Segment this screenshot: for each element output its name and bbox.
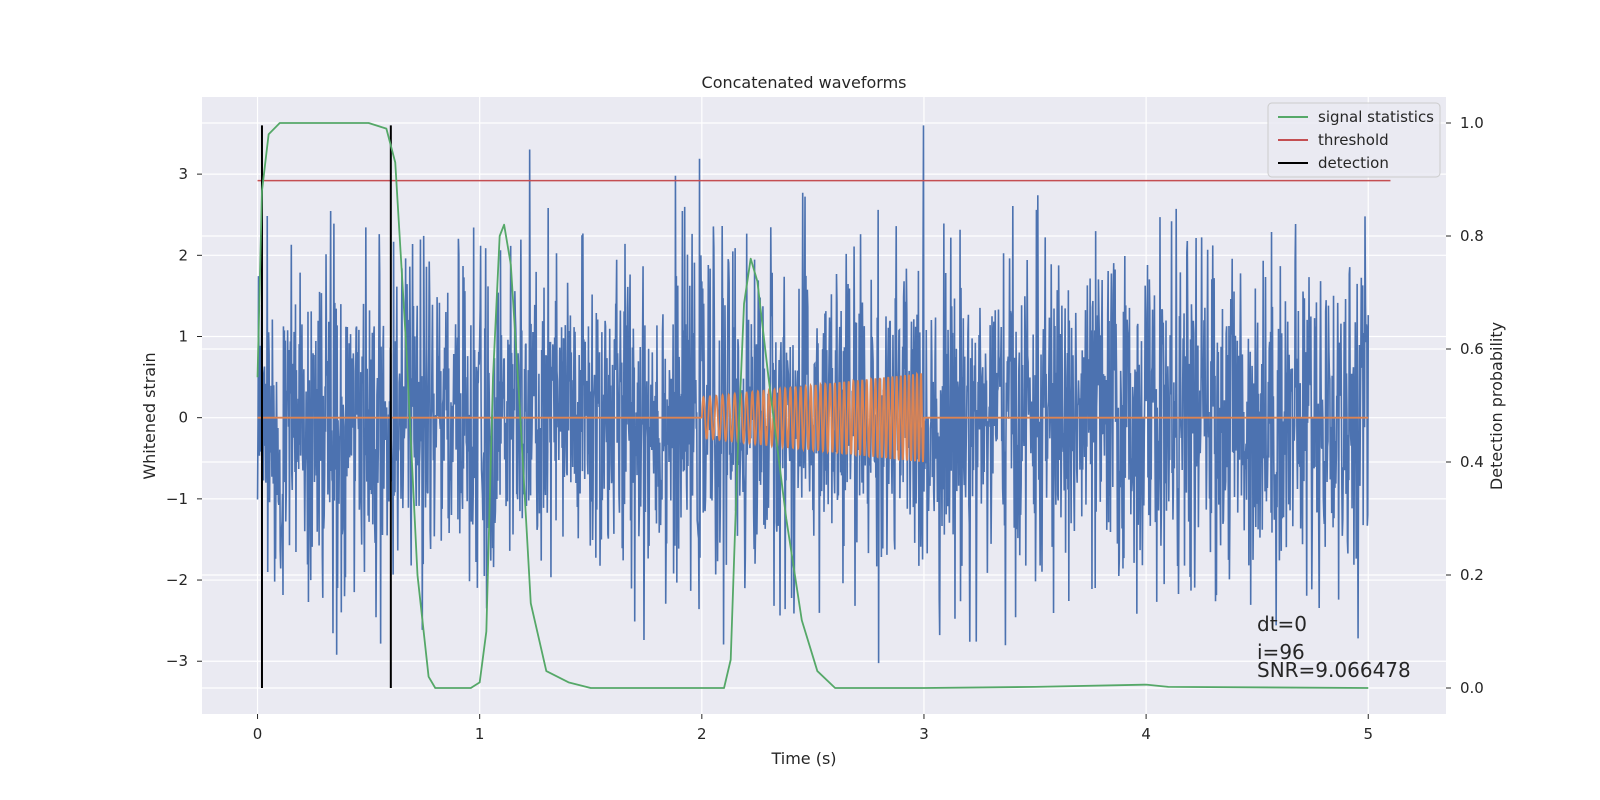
y-tick-label: 0 [178,409,188,427]
legend-box [1267,102,1441,178]
y2-tick-label: 1.0 [1460,114,1484,132]
y2-tick-label: 0.4 [1460,453,1484,471]
legend-label: threshold [1318,131,1389,149]
x-tick-label: 0 [253,725,263,743]
x-tick-label: 1 [475,725,485,743]
y-tick-label: −1 [166,490,188,508]
x-tick-label: 2 [697,725,707,743]
y2-tick-label: 0.6 [1460,340,1484,358]
y-tick-label: −3 [166,652,188,670]
y-tick-label: 3 [178,165,188,183]
annotation-snr: SNR=9.066478 [1257,658,1411,682]
legend-label: signal statistics [1318,108,1434,126]
series-noise [256,125,1370,664]
y-axis-label: Whitened strain [140,352,159,479]
ticks: 0 1 2 3 4 5 −3 −2 −1 0 1 2 3 0.0 0.2 0.4 0.6 0.8 1.0 [166,114,1484,743]
y2-tick-label: 0.8 [1460,227,1484,245]
y2-tick-label: 0.0 [1460,679,1484,697]
y-tick-label: 2 [178,246,188,264]
x-tick-label: 4 [1141,725,1151,743]
x-tick-label: 5 [1363,725,1373,743]
x-tick-label: 3 [919,725,929,743]
series-signal-statistics [256,122,1369,689]
y-tick-label: −2 [166,571,188,589]
y2-axis-label: Detection probability [1487,322,1506,490]
plot-area [256,122,1391,689]
annotation-i: i=96 [1257,640,1305,664]
chart-title: Concatenated waveforms [702,73,907,92]
legend: signal statistics threshold detection [1267,102,1441,178]
x-axis-label: Time (s) [770,749,836,768]
y2-tick-label: 0.2 [1460,566,1484,584]
legend-label: detection [1318,154,1389,172]
y-tick-label: 1 [178,327,188,345]
annotation-dt: dt=0 [1257,612,1307,636]
